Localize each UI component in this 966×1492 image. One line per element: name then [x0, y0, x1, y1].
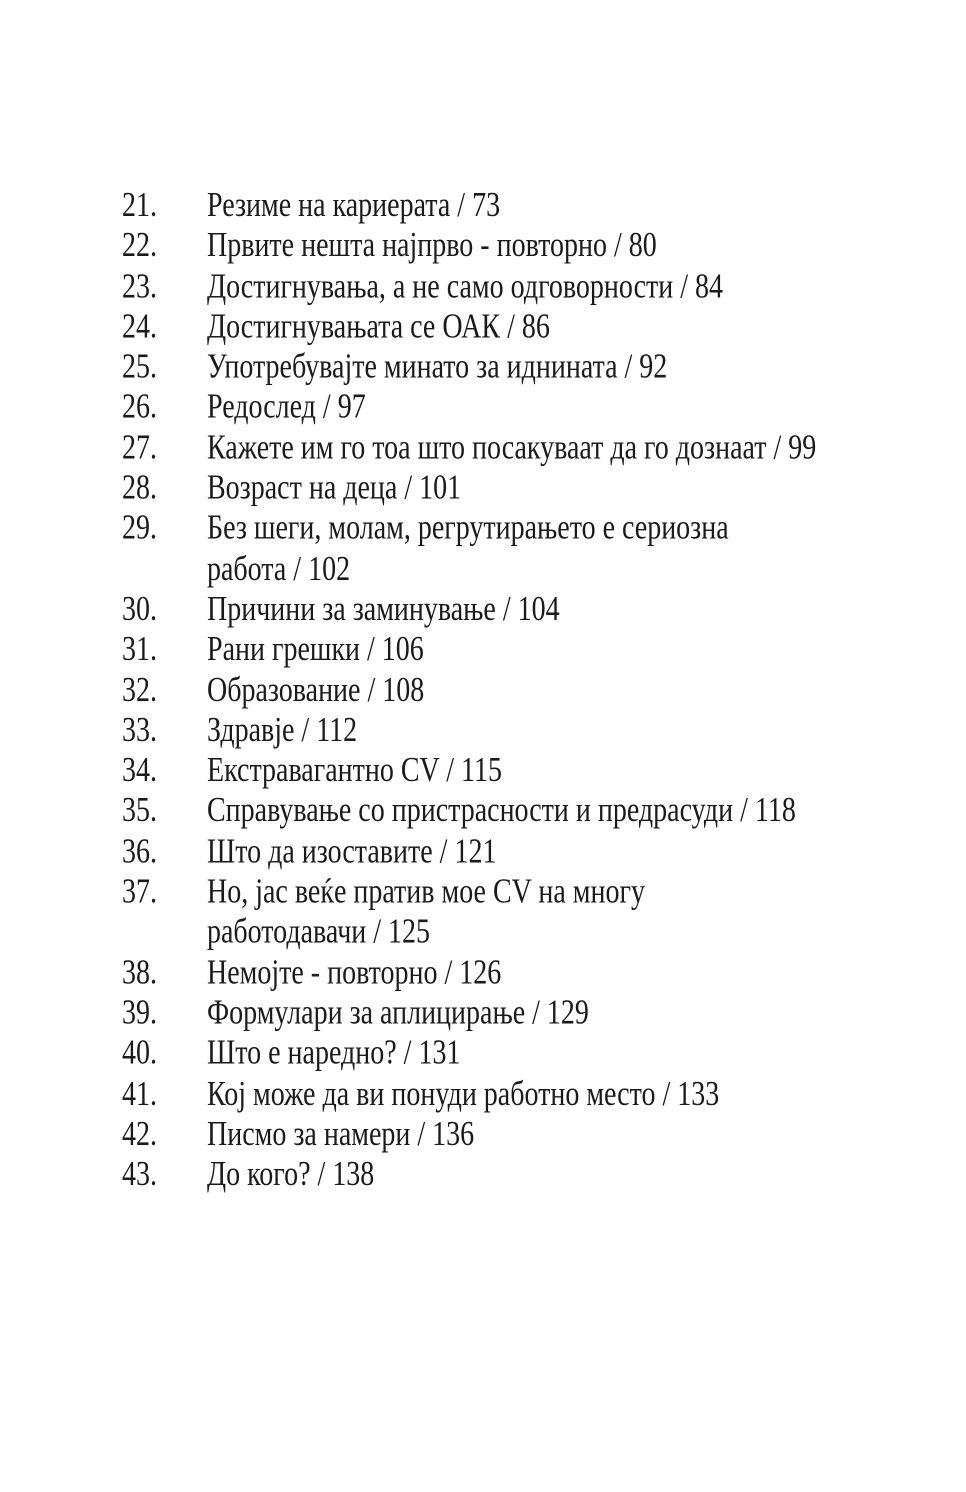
toc-entry: 32. Образование / 108	[122, 670, 816, 710]
toc-entry-number: 31.	[122, 630, 157, 669]
toc-entry-line: Справување со пристрасности и предрасуди…	[207, 791, 796, 831]
toc-entry-number: 42.	[122, 1114, 157, 1154]
toc-entry: 36. Што да изоставите / 121	[122, 832, 816, 872]
toc-entry-line: Редослед / 97	[207, 387, 366, 427]
toc-entry-number: 34.	[122, 751, 157, 790]
toc-entry-title: Но, јас веќе пратив мое CV на многу работ…	[207, 872, 645, 953]
toc-entry: 24. Достигнувањата се ОАК / 86	[122, 307, 816, 347]
toc-entry-title: Без шеги, молам, регрутирањето е сериозн…	[207, 509, 729, 590]
toc-entry: 42. Писмо за намери / 136	[122, 1115, 816, 1155]
toc-entry-number: 27.	[122, 428, 157, 467]
toc-entry-line: Употребувајте минато за иднината / 92	[207, 347, 668, 387]
toc-entry: 37. Но, јас веќе пратив мое CV на многу р…	[122, 872, 816, 953]
toc-entry: 43. До кого? / 138	[122, 1155, 816, 1195]
toc-entry-number: 29.	[122, 508, 157, 548]
toc-entry-line: Кој може да ви понуди работно место / 13…	[207, 1074, 720, 1113]
toc-entry: 25. Употребувајте минато за иднината / 9…	[122, 347, 816, 387]
toc-entry: 21. Резиме на кариерата / 73	[122, 186, 816, 226]
toc-entry-title: Кажете им го тоа што посакуваат да го до…	[207, 428, 816, 468]
toc-entry: 40. Што е наредно? / 131	[122, 1034, 816, 1074]
toc-entry-number: 25.	[122, 347, 157, 387]
toc-entry-number: 22.	[122, 226, 157, 266]
toc-entry-line: Достигнувањата се ОАК / 86	[207, 307, 550, 346]
toc-entry: 28. Возраст на деца / 101	[122, 469, 816, 509]
toc-entry: 22. Првите нешта најпрво - повторно / 80	[122, 226, 816, 266]
toc-entry-title: Првите нешта најпрво - повторно / 80	[207, 226, 657, 266]
toc-entry: 31. Рани грешки / 106	[122, 630, 816, 670]
toc-entry-title: Образование / 108	[207, 670, 424, 710]
toc-entry-title: Што да изоставите / 121	[207, 832, 496, 872]
toc-entry: 38. Немојте - повторно / 126	[122, 953, 816, 993]
toc-entry-line: Што е наредно? / 131	[207, 1033, 461, 1073]
toc-entry-line: Но, јас веќе пратив мое CV на многу	[207, 872, 645, 912]
toc-entry-number: 40.	[122, 1033, 157, 1073]
toc-entry-number: 33.	[122, 710, 157, 750]
toc-entry-line: Екстравагантно CV / 115	[207, 751, 502, 790]
toc-entry-number: 35.	[122, 791, 157, 831]
toc-entry-title: Што е наредно? / 131	[207, 1034, 460, 1074]
toc-entry-line: Што да изоставите / 121	[207, 831, 497, 871]
toc-entry: 39. Формулари за аплицирање / 129	[122, 993, 816, 1033]
toc-entry-line: работа / 102	[207, 549, 351, 589]
toc-entry-title: Немојте - повторно / 126	[207, 953, 501, 993]
toc-entry-title: Екстравагантно CV / 115	[207, 751, 502, 791]
toc-entry-number: 21.	[122, 186, 157, 225]
toc-entry-title: До кого? / 138	[207, 1155, 374, 1195]
toc-entry-number: 37.	[122, 872, 157, 912]
toc-entry-line: До кого? / 138	[207, 1154, 375, 1194]
toc-entry-number: 26.	[122, 387, 157, 427]
toc-entry-number: 23.	[122, 266, 157, 306]
toc-entry-line: Достигнувања, а не само одговорности / 8…	[207, 266, 723, 306]
toc-entry-title: Справување со пристрасности и предрасуди…	[207, 792, 796, 832]
toc-entry-title: Резиме на кариерата / 73	[207, 186, 500, 226]
toc-entry-line: Без шеги, молам, регрутирањето е сериозн…	[207, 508, 729, 548]
toc-entry-number: 28.	[122, 468, 157, 508]
toc-entry-number: 43.	[122, 1154, 157, 1194]
toc-entry: 34. Екстравагантно CV / 115	[122, 751, 816, 791]
toc-entry-number: 36.	[122, 831, 157, 871]
toc-entry: 23. Достигнувања, а не само одговорности…	[122, 267, 816, 307]
toc-entry: 41. Кој може да ви понуди работно место …	[122, 1074, 816, 1114]
toc-entry-number: 38.	[122, 953, 157, 992]
toc-entry-title: Употребувајте минато за иднината / 92	[207, 347, 667, 387]
toc-entry-line: Возраст на деца / 101	[207, 468, 462, 508]
toc-entry-line: Првите нешта најпрво - повторно / 80	[207, 226, 657, 266]
toc-entry-title: Достигнувања, а не само одговорности / 8…	[207, 267, 723, 307]
toc-entry-line: Рани грешки / 106	[207, 630, 424, 669]
toc-entry-title: Редослед / 97	[207, 388, 366, 428]
toc-entry-title: Достигнувањата се ОАК / 86	[207, 307, 550, 347]
toc-entry-number: 39.	[122, 993, 157, 1033]
toc-entry-title: Возраст на деца / 101	[207, 469, 461, 509]
toc-entry-line: Кажете им го тоа што посакуваат да го до…	[207, 428, 817, 467]
toc-entry: 30. Причини за заминување / 104	[122, 590, 816, 630]
toc-entry-title: Здравје / 112	[207, 711, 357, 751]
toc-entry-line: Писмо за намери / 136	[207, 1114, 475, 1154]
toc-entry-line: Немојте - повторно / 126	[207, 953, 502, 992]
toc-entry-title: Кој може да ви понуди работно место / 13…	[207, 1074, 719, 1114]
toc-entry-line: Формулари за аплицирање / 129	[207, 993, 589, 1033]
toc-entry: 29. Без шеги, молам, регрутирањето е сер…	[122, 509, 816, 590]
toc-entry: 27. Кажете им го тоа што посакуваат да г…	[122, 428, 816, 468]
toc-entry-number: 24.	[122, 307, 157, 346]
toc-entry-title: Писмо за намери / 136	[207, 1115, 474, 1155]
toc-entry-title: Рани грешки / 106	[207, 630, 424, 670]
toc-entry: 33. Здравје / 112	[122, 711, 816, 751]
table-of-contents: 21. Резиме на кариерата / 73 22. Првите …	[122, 186, 816, 1195]
toc-entry-line: Образование / 108	[207, 670, 425, 710]
toc-entry-title: Формулари за аплицирање / 129	[207, 993, 589, 1033]
toc-entry-line: Резиме на кариерата / 73	[207, 186, 501, 225]
toc-entry-line: Причини за заминување / 104	[207, 589, 560, 629]
toc-entry-number: 32.	[122, 670, 157, 710]
toc-entry-title: Причини за заминување / 104	[207, 590, 560, 630]
toc-entry-line: Здравје / 112	[207, 710, 358, 750]
toc-entry-number: 41.	[122, 1074, 157, 1113]
toc-entry-number: 30.	[122, 589, 157, 629]
toc-entry: 35. Справување со пристрасности и предра…	[122, 792, 816, 832]
toc-entry-line: работодавачи / 125	[207, 912, 431, 952]
toc-entry: 26. Редослед / 97	[122, 388, 816, 428]
